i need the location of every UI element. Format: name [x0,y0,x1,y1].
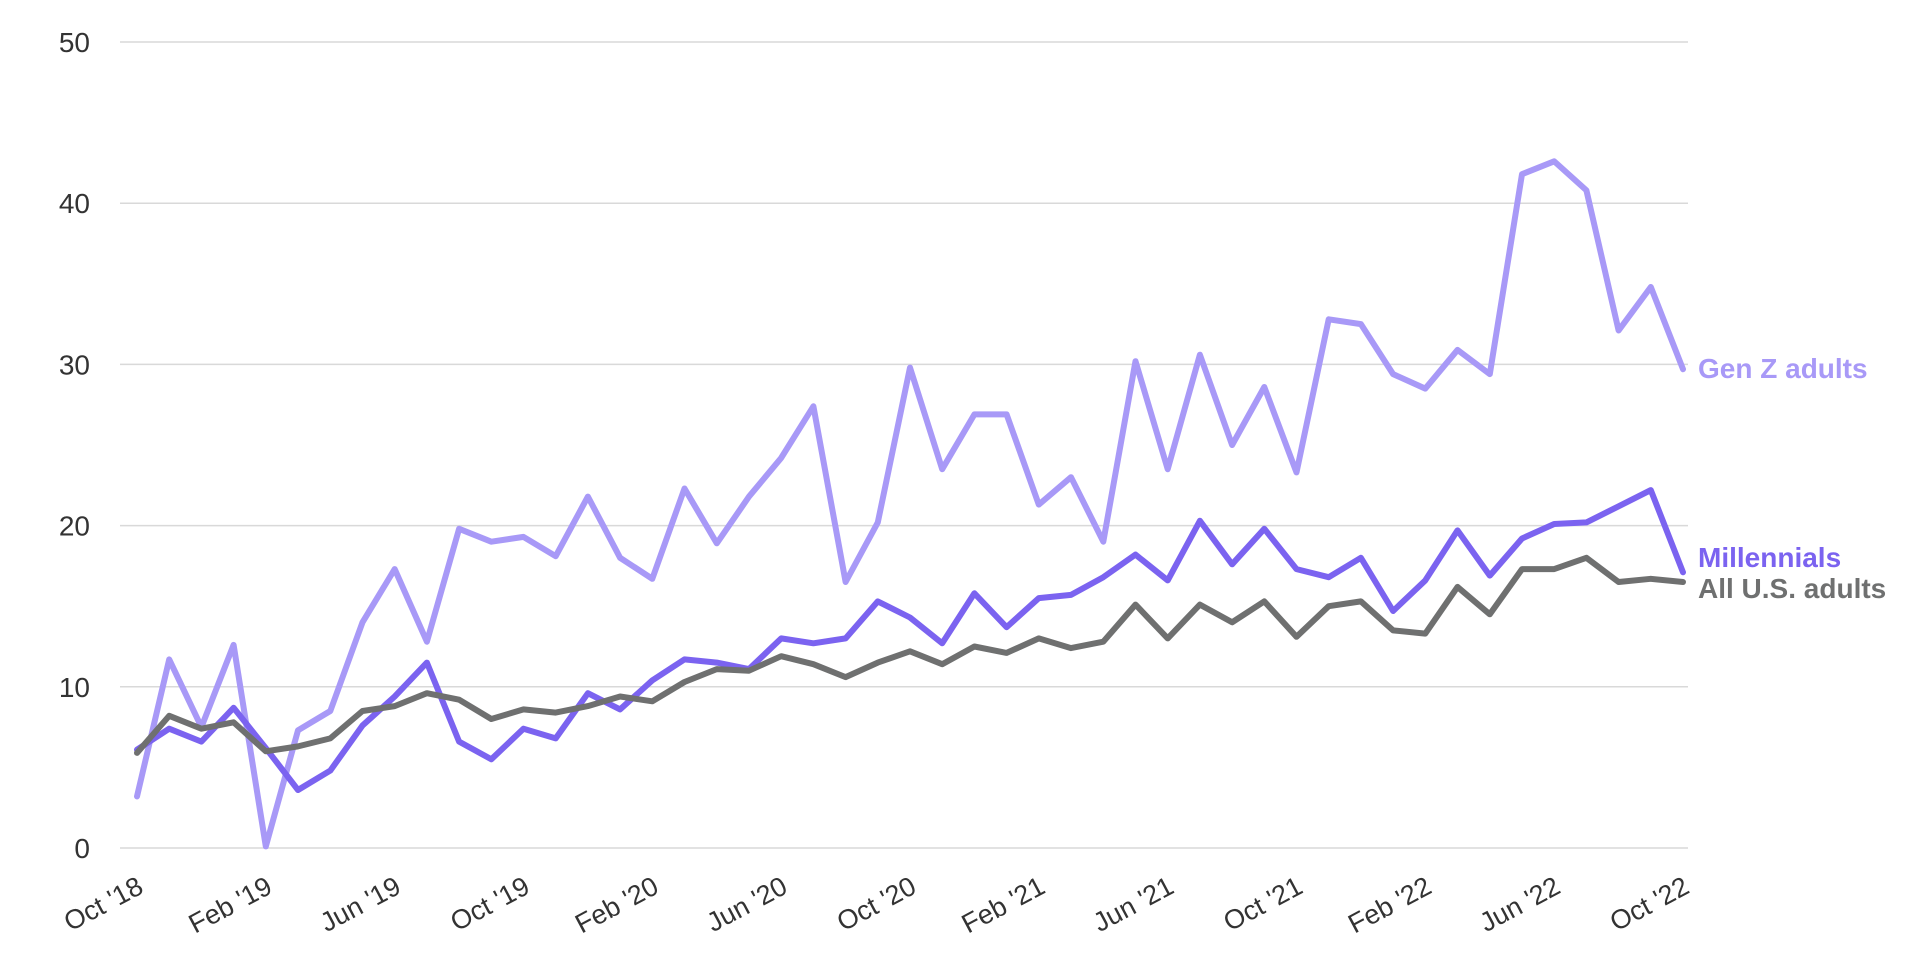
series-line-millennials [134,487,1686,793]
x-tick-label: Oct '20 [832,871,921,937]
series-label-gen-z-adults: Gen Z adults [1698,353,1868,384]
series-lines [134,158,1686,850]
y-tick-label: 50 [59,27,90,58]
x-tick-label: Jun '20 [702,871,792,938]
series-line-gen-z-adults [134,158,1686,850]
y-tick-label: 0 [74,833,90,864]
x-tick-label: Jun '22 [1475,871,1565,938]
grid [120,41,1688,849]
x-tick-label: Feb '19 [184,871,277,939]
series-line-all-u-s-adults [134,554,1686,756]
x-tick-label: Jun '19 [315,871,405,938]
x-tick-label: Oct '21 [1218,871,1307,937]
y-tick-label: 40 [59,188,90,219]
x-axis-ticks: Oct '18 Feb '19 Jun '19 Oct '19 Feb '20 Jun '… [59,871,1694,939]
y-tick-label: 10 [59,672,90,703]
x-tick-label: Feb '21 [957,871,1050,939]
y-tick-label: 30 [59,349,90,380]
x-tick-label: Oct '18 [59,871,148,937]
x-tick-label: Oct '19 [445,871,534,937]
x-tick-label: Jun '21 [1088,871,1178,938]
x-tick-label: Feb '22 [1343,871,1436,939]
x-tick-label: Oct '22 [1605,871,1694,937]
y-tick-label: 20 [59,511,90,542]
x-tick-label: Feb '20 [570,871,663,939]
y-axis-ticks: 0 10 20 30 40 50 [59,27,90,864]
series-label-millennials: Millennials [1698,542,1841,573]
series-label-all-u-s-adults: All U.S. adults [1698,573,1886,604]
